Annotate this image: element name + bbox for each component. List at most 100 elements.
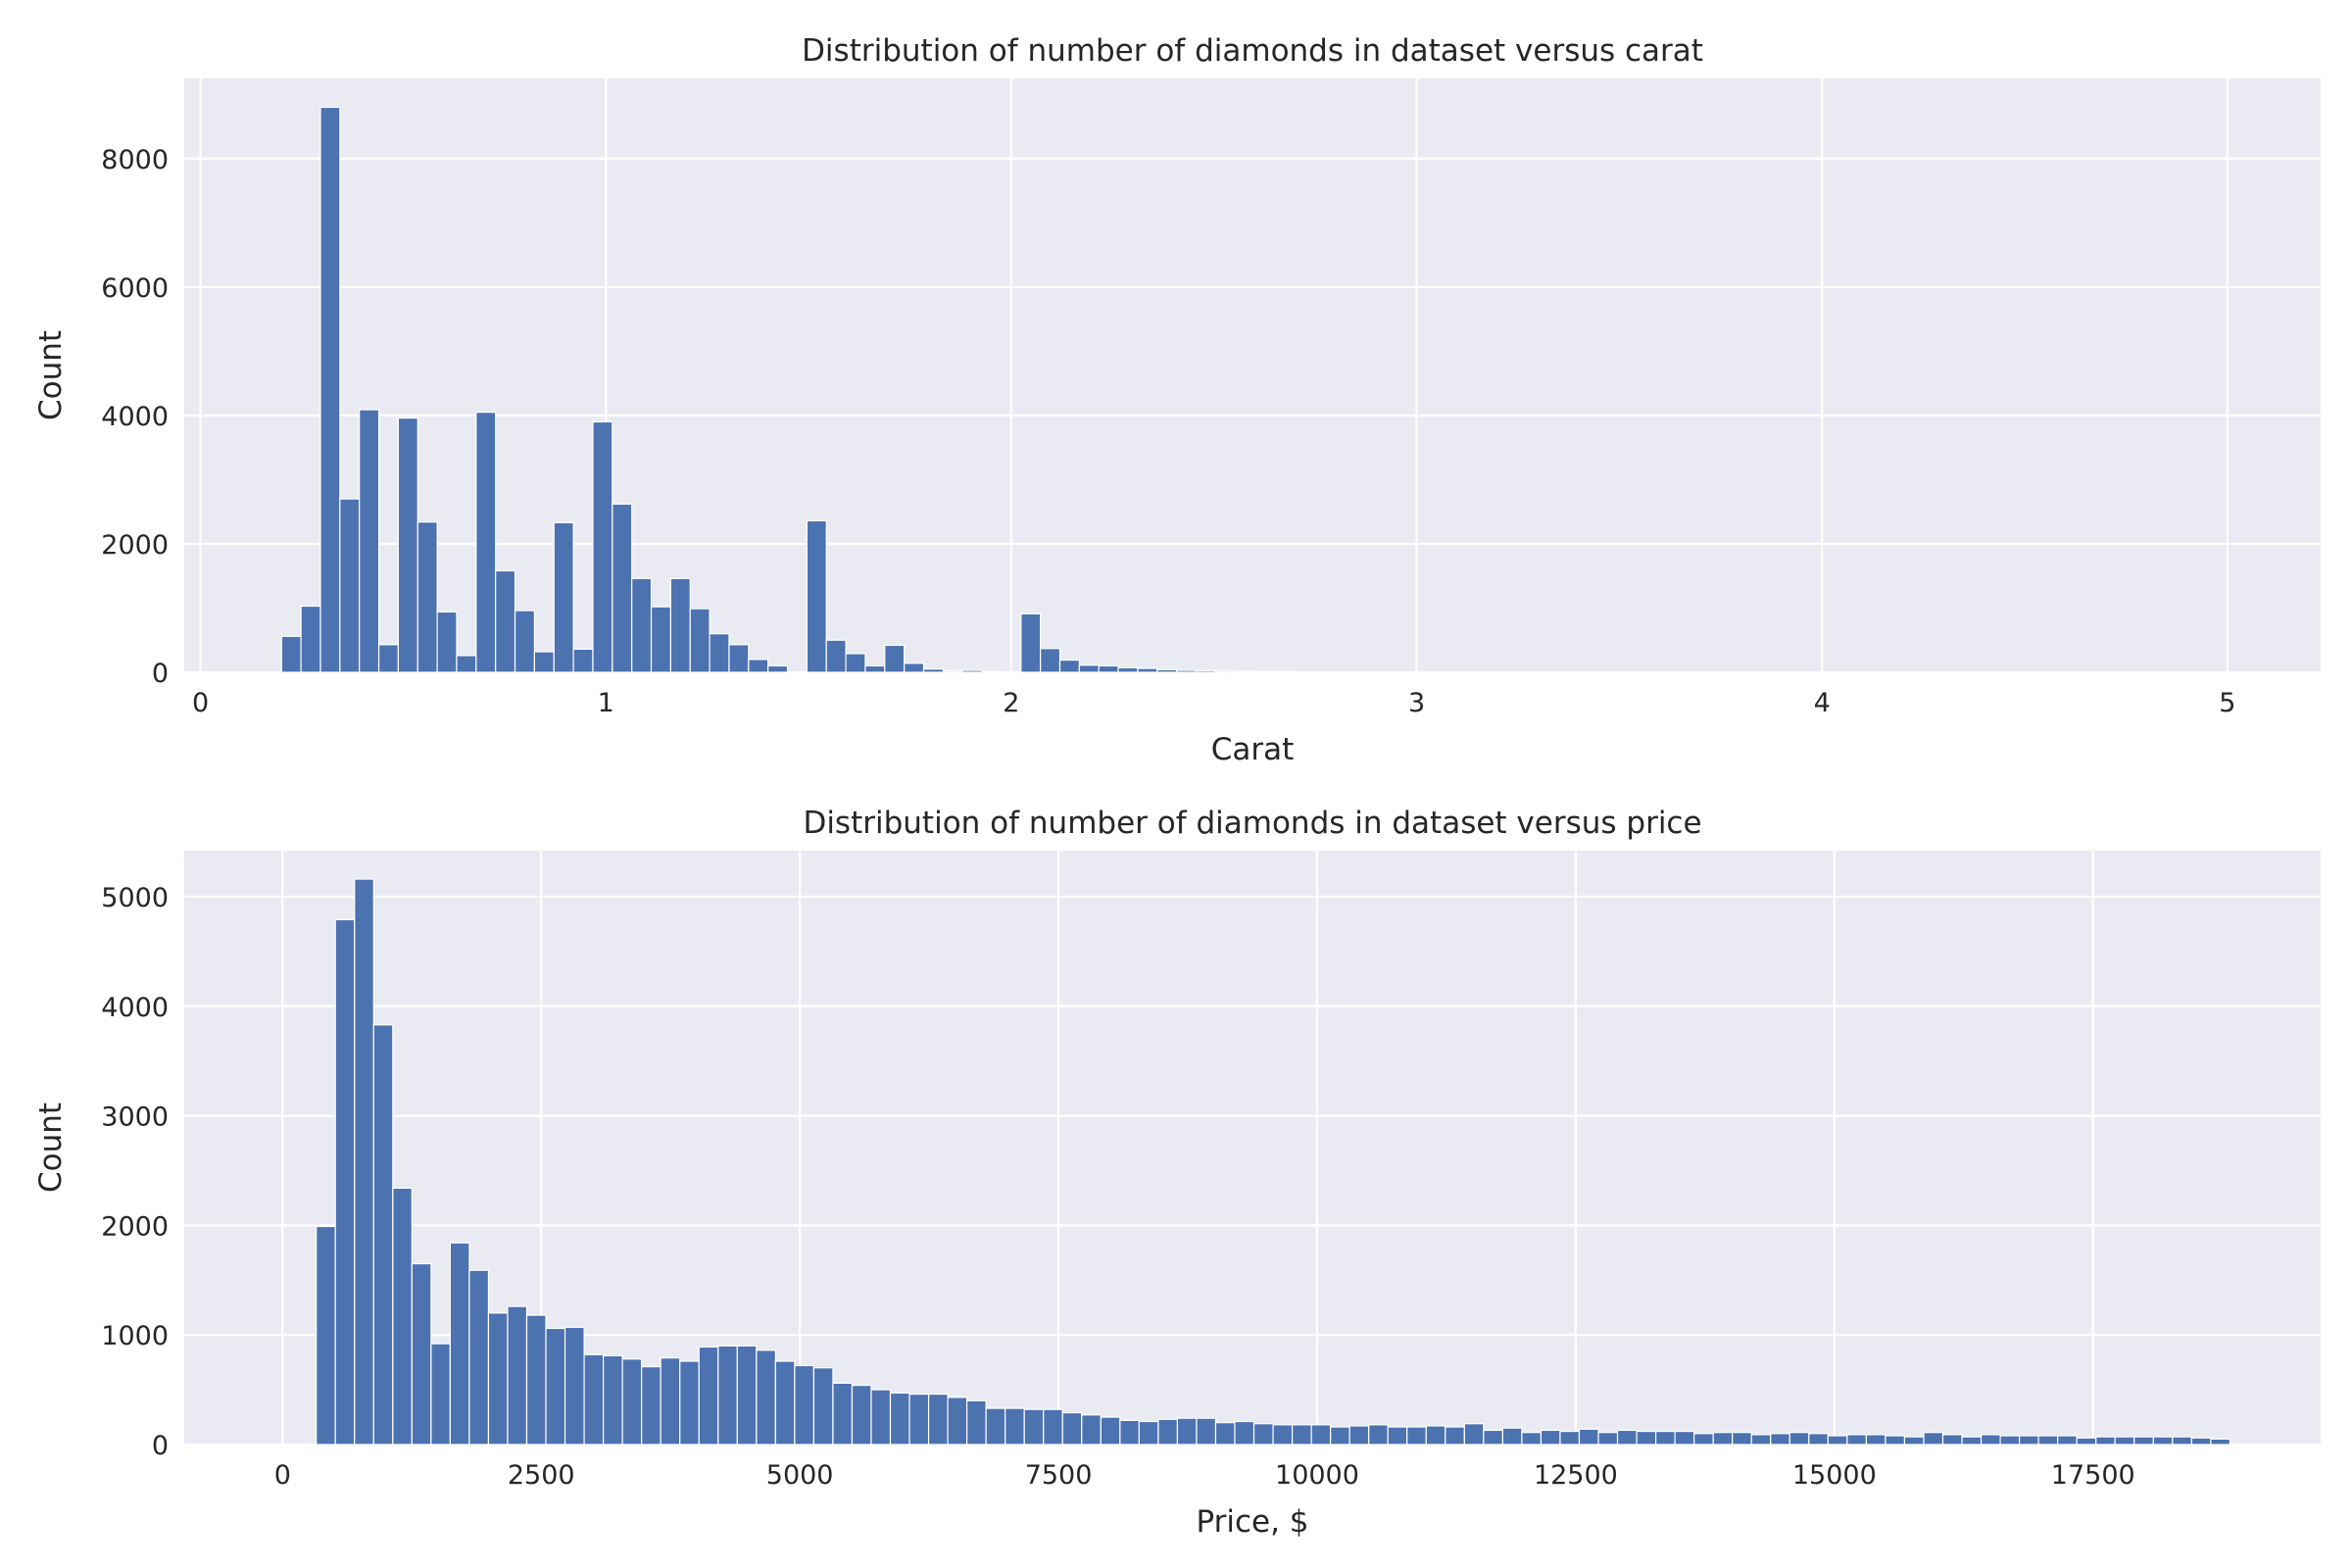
histogram-bar xyxy=(1923,1432,1944,1446)
histogram-bar xyxy=(621,1358,643,1446)
histogram-bar xyxy=(354,878,374,1446)
histogram-bar xyxy=(416,521,438,673)
histogram-bar xyxy=(774,1360,796,1446)
histogram-bar xyxy=(1961,1436,1983,1446)
histogram-bar xyxy=(1176,669,1198,673)
histogram-bar xyxy=(564,1326,585,1446)
x-tick-label: 3 xyxy=(1408,688,1425,718)
bars xyxy=(280,106,2229,673)
histogram-bar xyxy=(1119,1419,1140,1446)
histogram-bar xyxy=(736,1345,758,1446)
histogram-bar xyxy=(1117,666,1139,673)
histogram-bar xyxy=(927,1393,949,1446)
histogram-bar xyxy=(908,1393,930,1446)
histogram-bar xyxy=(1058,659,1080,673)
histogram-bar xyxy=(1273,670,1295,673)
histogram-bar xyxy=(468,1269,490,1446)
y-tick-label: 5000 xyxy=(101,883,169,913)
x-tick-label: 2 xyxy=(1003,688,1019,718)
histogram-bar xyxy=(756,1349,776,1446)
gridlines xyxy=(184,851,2321,1446)
histogram-bar xyxy=(487,1312,509,1446)
histogram-bar xyxy=(514,610,536,673)
histogram-bar xyxy=(1310,1424,1332,1446)
histogram-bar xyxy=(922,668,944,673)
histogram-bar xyxy=(1100,1416,1121,1446)
histogram-bar xyxy=(1406,1426,1427,1446)
y-tick-label: 2000 xyxy=(101,530,169,561)
histogram-bar xyxy=(689,608,710,673)
histogram-bar xyxy=(1693,1433,1714,1446)
histogram-bar xyxy=(2057,1435,2078,1446)
histogram-bar xyxy=(717,1345,738,1446)
histogram-bar xyxy=(1061,1411,1083,1446)
histogram-bar xyxy=(1348,1425,1370,1446)
histogram-bar xyxy=(545,1327,566,1446)
histogram-bar xyxy=(904,662,925,673)
histogram-bar xyxy=(1138,1420,1159,1446)
histogram-bar xyxy=(334,918,356,1446)
y-tick-label: 1000 xyxy=(101,1321,169,1351)
histogram-bar xyxy=(1253,670,1275,673)
histogram-bar xyxy=(650,606,671,673)
histogram-bar xyxy=(1098,664,1119,673)
histogram-bar xyxy=(377,644,400,673)
histogram-bar xyxy=(2133,1436,2154,1446)
histogram-bar xyxy=(1559,1430,1581,1446)
histogram-bar xyxy=(1540,1429,1561,1446)
histogram-bar xyxy=(641,1366,662,1446)
tick-labels: 0 1 2 3 4 5 0 2000 4000 6000 8000 xyxy=(101,145,2235,718)
bars xyxy=(316,878,2231,1446)
histogram-bar xyxy=(884,644,906,673)
histogram-bar xyxy=(359,409,380,673)
histogram-bar xyxy=(1999,1435,2021,1446)
histogram-bar xyxy=(533,651,555,673)
x-tick-label: 10000 xyxy=(1275,1460,1359,1491)
histogram-bar xyxy=(2210,1438,2231,1446)
histogram-bar xyxy=(592,420,613,673)
histogram-bar xyxy=(1521,1432,1543,1446)
histogram-bar xyxy=(767,664,789,673)
histogram-bar xyxy=(1137,667,1158,673)
histogram-bar xyxy=(449,1242,470,1446)
histogram-bar xyxy=(572,648,594,673)
histogram-bar xyxy=(1272,1424,1294,1446)
histogram-bar xyxy=(1043,1408,1063,1446)
x-tick-label: 5000 xyxy=(766,1460,834,1491)
x-tick-label: 17500 xyxy=(2051,1460,2135,1491)
carat-histogram: 0 1 2 3 4 5 0 2000 4000 6000 8000 Distribution of … xyxy=(33,33,2321,767)
histogram-bar xyxy=(1445,1426,1465,1446)
histogram-bar xyxy=(1156,668,1178,673)
x-tick-label: 0 xyxy=(192,688,209,718)
histogram-bar xyxy=(812,1367,834,1446)
histogram-bar xyxy=(603,1354,623,1446)
y-tick-label: 6000 xyxy=(101,273,169,304)
histogram-bar xyxy=(507,1305,528,1446)
histogram-bar xyxy=(1674,1430,1695,1446)
histogram-bar xyxy=(1578,1428,1599,1446)
x-tick-label: 15000 xyxy=(1792,1460,1877,1491)
histogram-bar xyxy=(1712,1432,1734,1446)
y-axis-label: Count xyxy=(33,1102,69,1193)
histogram-bar xyxy=(870,1389,892,1446)
histogram-bar xyxy=(2095,1436,2116,1446)
histogram-bar xyxy=(961,669,983,673)
y-tick-label: 8000 xyxy=(101,145,169,175)
histogram-bar xyxy=(436,611,458,673)
histogram-bar xyxy=(612,503,633,673)
histogram-bar xyxy=(845,653,866,673)
histogram-bar xyxy=(1195,669,1216,673)
y-tick-label: 0 xyxy=(152,659,169,689)
histogram-bar xyxy=(475,412,497,673)
plot-area xyxy=(184,78,2321,672)
chart-title: Distribution of number of diamonds in da… xyxy=(802,33,1703,69)
histogram-bar xyxy=(1157,1418,1179,1446)
histogram-bar xyxy=(1941,1434,1963,1446)
histogram-bar xyxy=(864,664,886,673)
histogram-bar xyxy=(1196,1417,1217,1446)
histogram-bar xyxy=(1023,1408,1045,1446)
histogram-bar xyxy=(1501,1427,1523,1446)
histogram-bar xyxy=(1214,670,1236,673)
histogram-bar xyxy=(1770,1433,1790,1446)
